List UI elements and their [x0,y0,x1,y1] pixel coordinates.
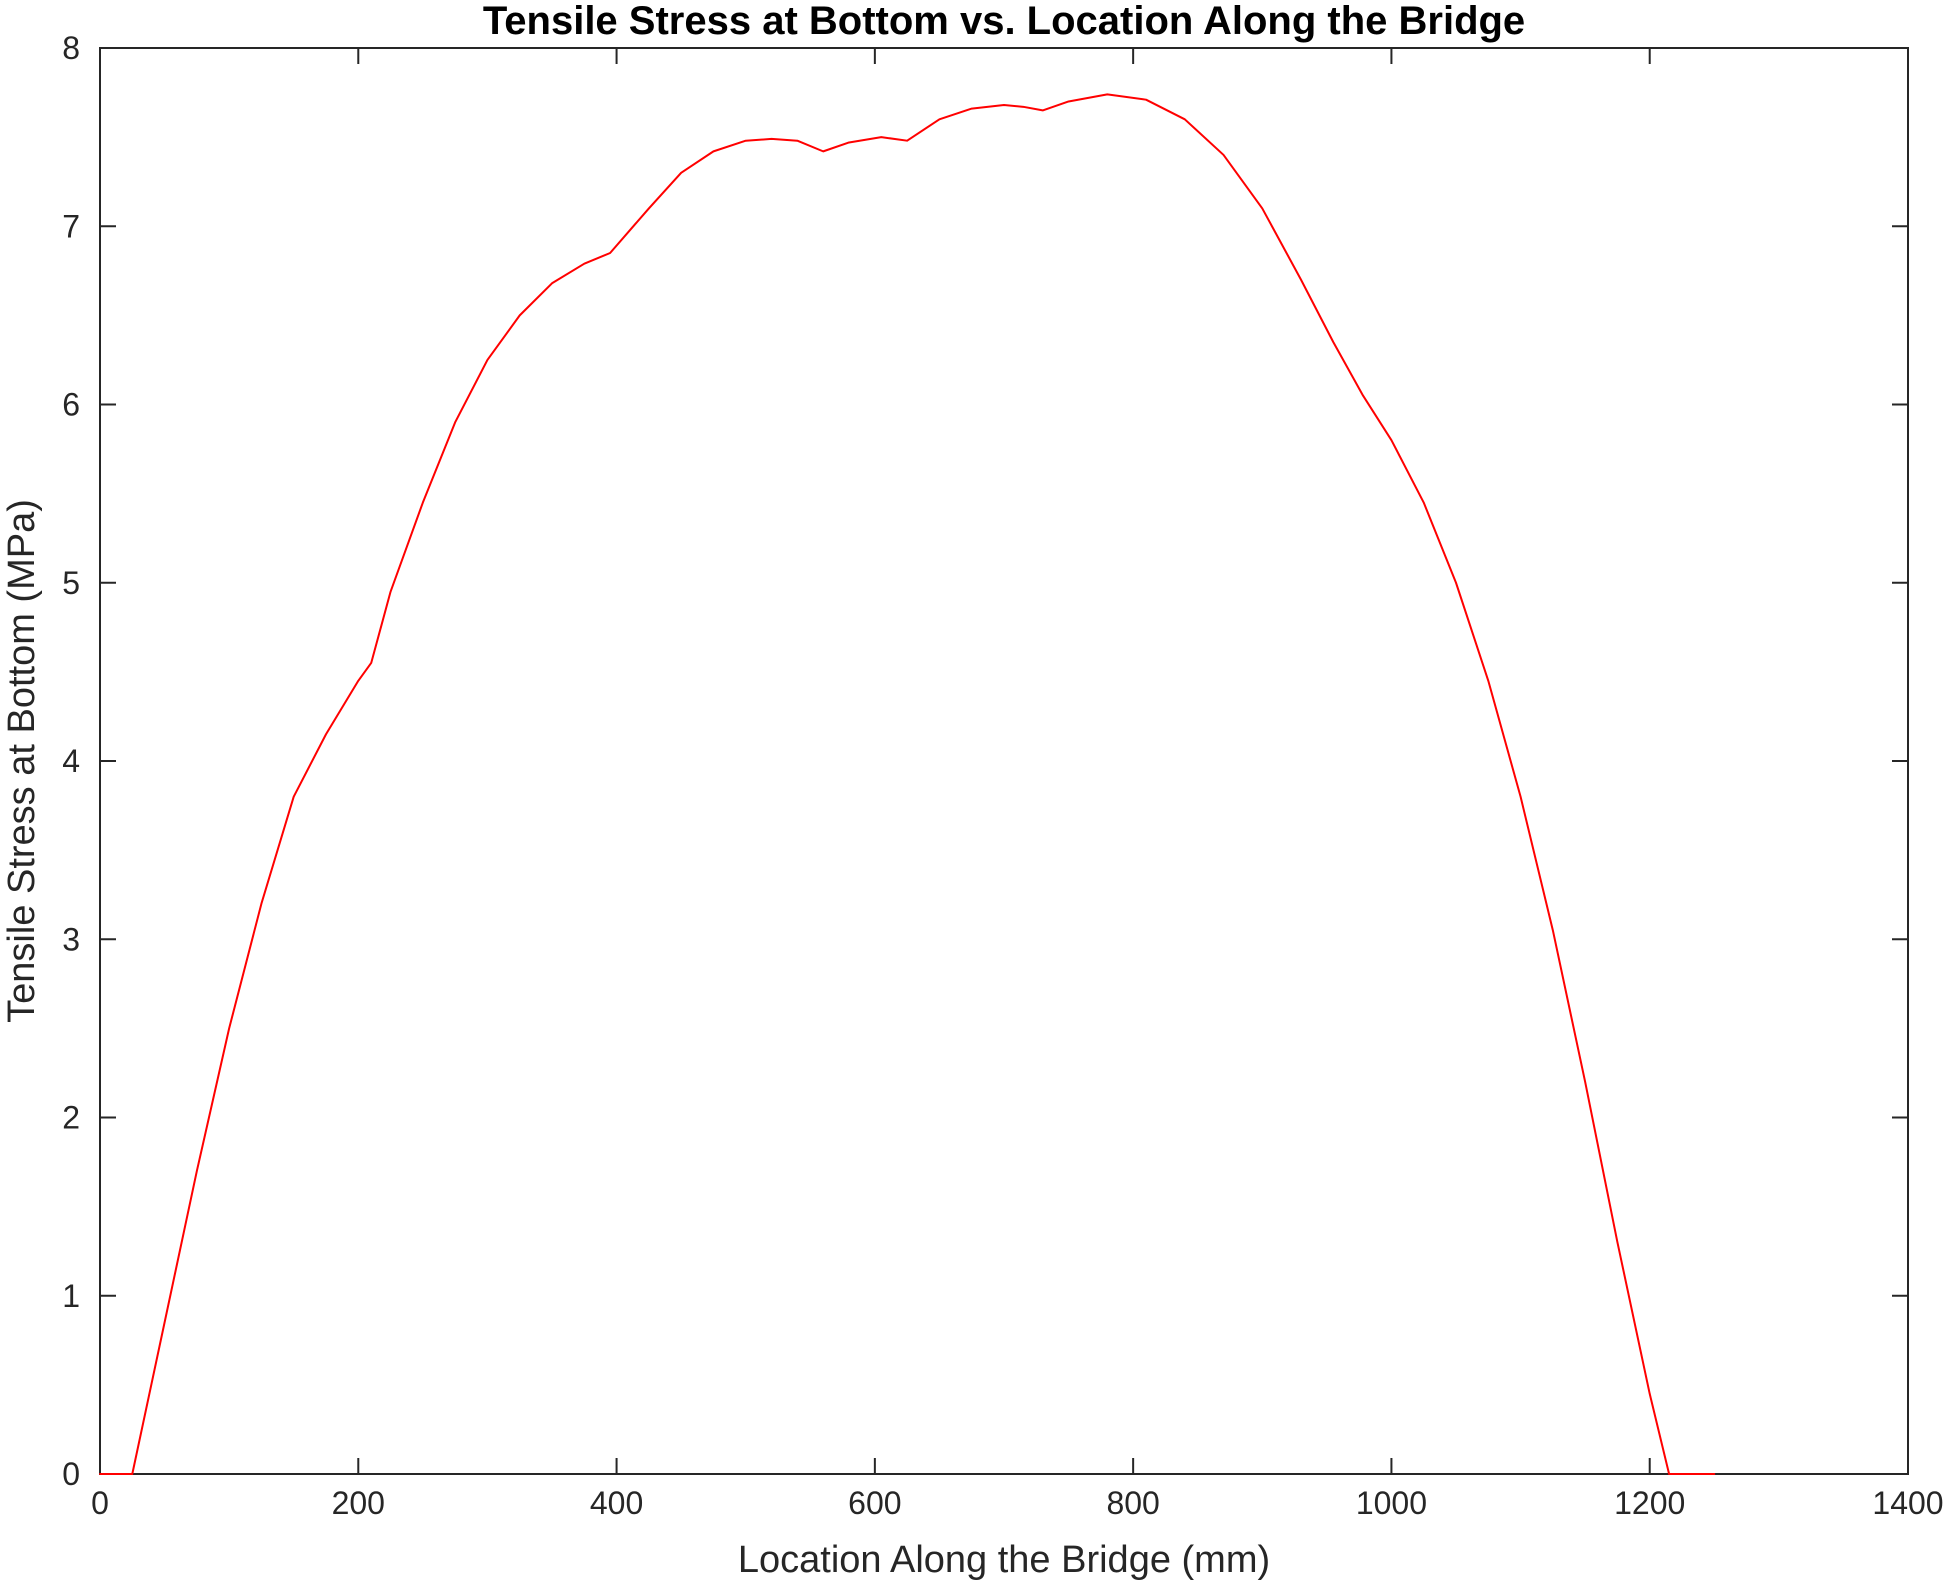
y-tick-label: 6 [62,387,80,423]
y-tick-label: 1 [62,1278,80,1314]
y-tick-label: 2 [62,1100,80,1136]
ticks-layer: 0 200 400 600 800 1000 1200 1400 0 1 2 3 4 5 6 7 8 [62,30,1943,1521]
y-tick-label: 0 [62,1456,80,1492]
y-axis-label: Tensile Stress at Bottom (MPa) [1,499,43,1023]
x-tick-label: 1000 [1356,1485,1427,1521]
y-tick-label: 5 [62,565,80,601]
x-axis-label: Location Along the Bridge (mm) [738,1539,1270,1581]
y-tick-label: 8 [62,30,80,66]
y-tick-label: 3 [62,921,80,957]
x-tick-label: 200 [332,1485,385,1521]
y-tick-label: 7 [62,208,80,244]
x-tick-label: 1400 [1872,1485,1943,1521]
x-tick-label: 800 [1106,1485,1159,1521]
series-layer [99,93,1716,1475]
x-tick-label: 400 [590,1485,643,1521]
x-tick-label: 0 [91,1485,109,1521]
x-tick-label: 1200 [1614,1485,1685,1521]
y-tick-label: 4 [62,743,80,779]
x-tick-label: 600 [848,1485,901,1521]
chart-title: Tensile Stress at Bottom vs. Location Al… [483,0,1525,43]
plot-area [99,47,1909,1475]
series-line-0 [99,93,1716,1475]
